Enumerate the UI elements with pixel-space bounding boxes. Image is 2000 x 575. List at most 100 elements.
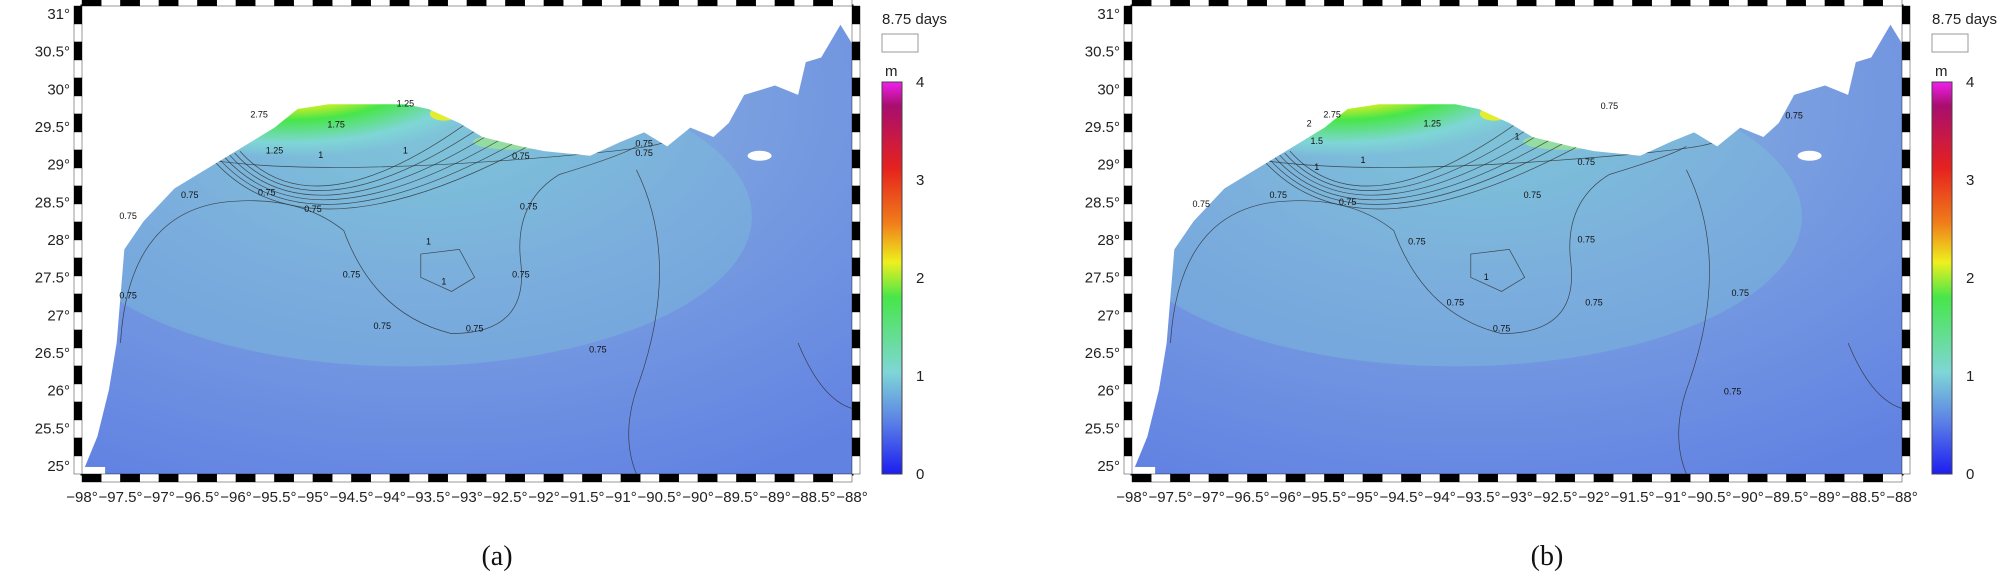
contour-label: 0.75 [1585, 298, 1603, 308]
latitude-tick-label: 28.5° [1085, 194, 1120, 211]
colorbar-tick-label: 1 [1966, 368, 1974, 385]
contour-line [229, 126, 502, 196]
contour-label: 1.25 [397, 99, 415, 109]
colorbar-tick-label: 2 [1966, 270, 1974, 287]
longitude-tick-label: −96° [220, 489, 251, 506]
contour-label: 0.75 [520, 202, 538, 212]
contour-label: 1 [1484, 272, 1489, 282]
longitude-tick-label: −90.5° [1688, 489, 1732, 506]
contour-label: 0.75 [1578, 234, 1596, 244]
contour-label: 1.75 [327, 120, 345, 130]
wave-height-field: 2.75 1.75 1.25 1.25 1 1 0.75 0.75 0.75 0.75 0.75 0.… [82, 6, 852, 474]
colorbar [881, 81, 903, 475]
longitude-tick-label: −94° [1424, 489, 1455, 506]
contour-label: 0.75 [589, 344, 607, 354]
colorbar-tick-label: 1 [916, 368, 924, 385]
longitude-tick-label: −98° [1116, 489, 1147, 506]
colorbar [1931, 81, 1953, 475]
contour-line [1847, 342, 1902, 409]
longitude-tick-label: −94.5° [330, 489, 374, 506]
contour-label: 0.75 [1724, 386, 1742, 396]
longitude-tick-label: −90° [1732, 489, 1763, 506]
longitude-tick-label: −97° [1193, 489, 1224, 506]
bay-land [1797, 150, 1822, 161]
contour-line [239, 122, 468, 187]
contour-line [628, 169, 660, 474]
contour-label: 0.75 [258, 188, 276, 198]
land-mask [1132, 6, 1902, 474]
contour-label: 1 [1514, 131, 1519, 141]
contour-label: 0.75 [466, 323, 484, 333]
contour-line [120, 146, 637, 343]
longitude-tick-label: −91.5° [561, 489, 605, 506]
contour-label: 0.75 [119, 291, 137, 301]
contour-line [224, 128, 519, 201]
longitude-tick-label: −90.5° [638, 489, 682, 506]
latitude-tick-label: 27.5° [1085, 270, 1120, 287]
longitude-tick-label: −89° [759, 489, 790, 506]
contour-label: 2.75 [250, 109, 268, 119]
bay-land [545, 124, 574, 137]
contour-label: 1.25 [266, 145, 284, 155]
latitude-tick-label: 30° [47, 81, 70, 98]
contour-label: 0.75 [1732, 288, 1750, 298]
contour-line [234, 124, 485, 191]
contour-label: 0.75 [1270, 190, 1288, 200]
contour-label: 1 [441, 276, 446, 286]
contour-line [1284, 124, 1535, 191]
longitude-tick-label: −89° [1809, 489, 1840, 506]
longitude-tick-label: −94.5° [1380, 489, 1424, 506]
map-panel-a: 2.75 1.75 1.25 1.25 1 1 0.75 0.75 0.75 0.75 0.75 0.… [35, 0, 947, 572]
contour-label: 0.75 [512, 151, 530, 161]
contour-line [420, 248, 476, 292]
longitude-tick-label: −92° [1578, 489, 1609, 506]
contour-line [1274, 128, 1569, 201]
longitude-tick-label: −96° [1270, 489, 1301, 506]
contour-label: 0.75 [635, 148, 653, 158]
map-frame [73, 0, 861, 483]
contour-line [1279, 126, 1552, 196]
contour-line [1170, 146, 1687, 343]
contour-label: 1 [1360, 155, 1365, 165]
latitude-tick-label: 30.5° [1085, 44, 1120, 61]
time-legend-box [1931, 33, 1969, 53]
longitude-tick-label: −89.5° [715, 489, 759, 506]
latitude-tick-label: 31° [47, 6, 70, 23]
contour-label: 0.75 [1785, 110, 1803, 120]
latitude-tick-label: 29° [1097, 157, 1120, 174]
latitude-tick-label: 26.5° [35, 345, 70, 362]
contour-label: 0.75 [1447, 298, 1465, 308]
colorbar-tick-label: 0 [1966, 466, 1974, 483]
contour-label: 0.75 [181, 190, 199, 200]
latitude-tick-label: 27° [47, 307, 70, 324]
contour-label: 2 [1307, 119, 1312, 129]
wave-height-field: 2.75 2 1.5 1.25 1 1 1 0.75 0.75 0.75 0.75 0.75 0.75 0… [1132, 6, 1902, 474]
contour-label: 1.5 [1311, 136, 1324, 146]
longitude-tick-label: −93.5° [407, 489, 451, 506]
longitude-tick-label: −95° [297, 489, 328, 506]
contour-label: 0.75 [119, 211, 137, 221]
time-label: 8.75 days [1932, 11, 1997, 28]
bay-land [1595, 124, 1624, 137]
longitude-tick-label: −89.5° [1765, 489, 1809, 506]
contour-label: 0.75 [374, 321, 392, 331]
latitude-tick-label: 27.5° [35, 270, 70, 287]
latitude-tick-label: 29.5° [1085, 119, 1120, 136]
longitude-tick-label: −95.5° [1303, 489, 1347, 506]
contour-label: 1 [403, 145, 408, 155]
longitude-tick-label: −93° [451, 489, 482, 506]
longitude-tick-label: −92.5° [1534, 489, 1578, 506]
longitude-tick-label: −88.5° [1842, 489, 1886, 506]
contour-label: 1 [426, 237, 431, 247]
longitude-tick-label: −94° [374, 489, 405, 506]
longitude-tick-label: −88.5° [792, 489, 836, 506]
contour-line [1470, 248, 1526, 292]
contour-label: 0.75 [1193, 199, 1211, 209]
longitude-tick-label: −96.5° [1226, 489, 1270, 506]
longitude-tick-label: −97° [143, 489, 174, 506]
land-mask [82, 466, 106, 474]
colorbar-tick-label: 4 [1966, 74, 1974, 91]
longitude-tick-label: −91° [605, 489, 636, 506]
time-label: 8.75 days [882, 11, 947, 28]
